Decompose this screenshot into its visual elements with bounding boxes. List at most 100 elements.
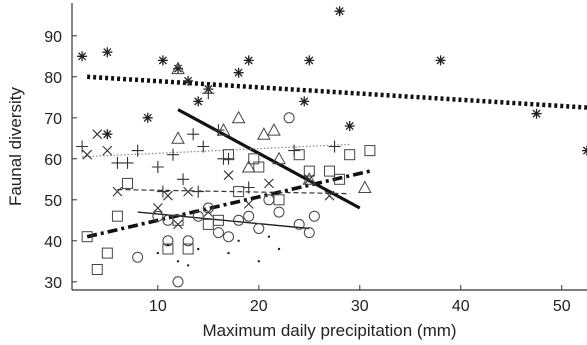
point-square: [334, 173, 346, 185]
point-square: [91, 264, 103, 275]
x-tick-label: 50: [553, 298, 571, 315]
point-asterisk: [531, 108, 542, 119]
y-tick-label: 40: [44, 234, 62, 251]
cross-marker: [223, 170, 234, 181]
point-asterisk: [183, 75, 194, 86]
square-marker: [91, 264, 103, 275]
plus-marker: [177, 173, 190, 186]
point-square: [212, 214, 224, 226]
point-triangle: [272, 151, 286, 165]
point-asterisk: [435, 55, 446, 66]
point-circle: [293, 218, 305, 230]
dot-marker: [237, 239, 240, 242]
cross-marker: [92, 129, 103, 140]
plus-marker: [121, 156, 134, 169]
point-dot: [267, 235, 271, 238]
asterisk-marker: [299, 96, 310, 107]
point-cross: [243, 199, 254, 209]
y-tick-label: 70: [44, 111, 62, 128]
point-asterisk: [173, 63, 184, 74]
triangle-marker: [358, 180, 372, 193]
y-tick-label: 80: [44, 70, 62, 87]
point-asterisk: [102, 129, 113, 140]
plus-marker: [187, 128, 200, 141]
square-marker: [202, 218, 214, 230]
asterisk-marker: [102, 47, 113, 58]
y-tick-label: 90: [44, 29, 62, 46]
circle-marker: [212, 227, 224, 239]
fit-line-plus: [82, 143, 350, 158]
point-square: [324, 165, 335, 177]
point-asterisk: [304, 55, 315, 66]
square-marker: [81, 231, 93, 243]
data-points: [76, 6, 587, 288]
square-marker: [334, 173, 346, 185]
asterisk-marker: [183, 75, 194, 86]
point-cross: [264, 178, 274, 189]
plus-marker: [202, 87, 215, 100]
point-plus: [177, 173, 190, 186]
cross-marker: [102, 145, 113, 156]
point-triangle: [231, 110, 246, 124]
point-circle: [263, 194, 275, 206]
x-tick-label: 10: [149, 298, 167, 315]
point-asterisk: [77, 51, 88, 62]
dot-marker: [227, 251, 230, 255]
point-asterisk: [157, 55, 168, 66]
point-square: [111, 210, 123, 222]
dot-marker: [166, 243, 170, 247]
square-marker: [111, 210, 123, 222]
x-tick-label: 40: [452, 298, 470, 315]
triangle-marker: [302, 172, 317, 185]
point-plus: [202, 87, 215, 100]
circle-marker: [283, 112, 295, 124]
circle-marker: [182, 235, 194, 247]
asterisk-marker: [344, 121, 355, 131]
circle-marker: [223, 231, 235, 243]
x-tick-label: 30: [351, 298, 369, 315]
plus-marker: [197, 140, 210, 153]
cross-marker: [183, 186, 194, 197]
point-cross: [304, 174, 315, 185]
dot-marker: [267, 235, 271, 238]
point-dot: [227, 251, 230, 255]
point-plus: [187, 128, 200, 141]
square-marker: [212, 214, 224, 226]
dot-marker: [176, 260, 180, 263]
point-square: [344, 149, 356, 161]
square-marker: [233, 186, 245, 198]
triangle-marker: [171, 61, 185, 75]
point-plus: [111, 156, 124, 169]
point-plus: [131, 144, 144, 157]
point-square: [101, 247, 113, 259]
plus-marker: [111, 156, 124, 169]
asterisk-marker: [243, 55, 254, 66]
square-marker: [101, 247, 113, 259]
axes: [71, 3, 587, 291]
plus-marker: [242, 181, 255, 194]
circle-marker: [243, 210, 255, 222]
triangle-marker: [241, 159, 256, 173]
asterisk-marker: [193, 96, 204, 107]
point-circle: [243, 210, 255, 222]
point-plus: [121, 156, 134, 169]
asterisk-marker: [304, 55, 315, 66]
point-dot: [277, 247, 281, 251]
circle-marker: [253, 223, 265, 234]
plus-marker: [151, 161, 164, 173]
point-cross: [152, 203, 163, 213]
point-dot: [156, 251, 160, 255]
point-square: [223, 149, 235, 161]
asterisk-marker: [142, 112, 153, 123]
circle-marker: [152, 210, 164, 222]
point-square: [293, 149, 305, 161]
square-marker: [293, 149, 305, 161]
point-cross: [112, 186, 123, 197]
triangle-marker: [272, 151, 286, 165]
point-square: [364, 145, 376, 157]
point-dot: [176, 260, 180, 263]
dot-marker: [186, 264, 190, 267]
point-asterisk: [334, 6, 345, 17]
point-square: [202, 218, 214, 230]
square-marker: [303, 165, 315, 177]
